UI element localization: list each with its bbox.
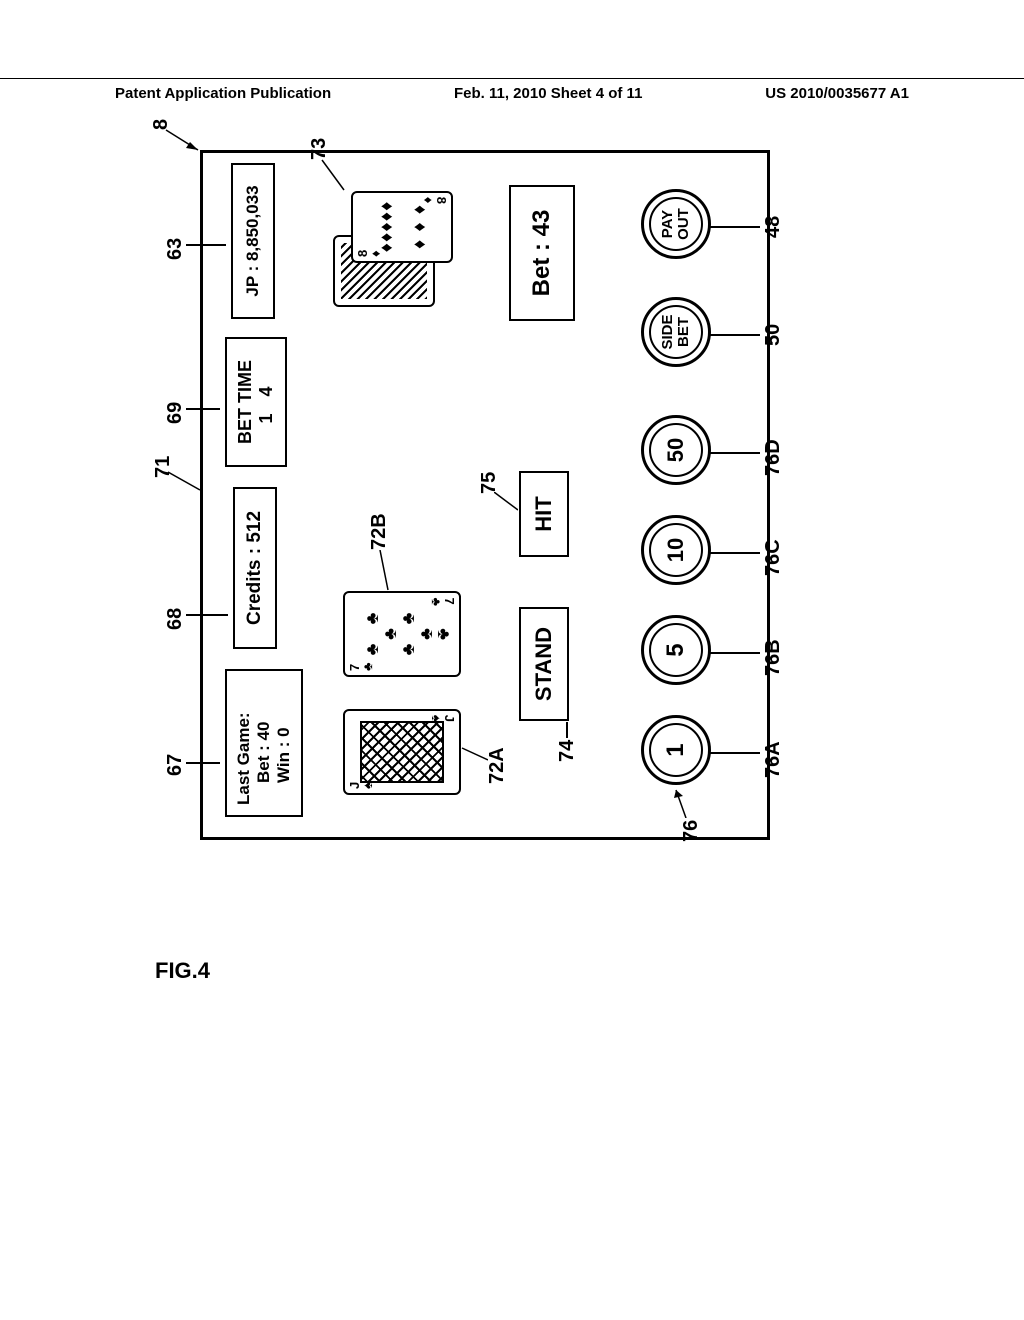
figure-rotated: 8 71 Last Game: Bet : 40 Win : 0 Credits… xyxy=(200,270,890,840)
callout-72b: 72B xyxy=(368,513,391,550)
chip-5-label: 5 xyxy=(662,643,690,656)
callout-76c: 76C xyxy=(762,539,785,576)
face-card-art xyxy=(360,721,444,783)
callout-74: 74 xyxy=(556,740,579,762)
jackpot-box: JP : 8,850,033 xyxy=(231,163,275,319)
callout-72a: 72A xyxy=(486,747,509,784)
lead-76c xyxy=(710,553,760,555)
credits-box: Credits : 512 xyxy=(233,487,277,649)
lead-76b xyxy=(710,653,760,655)
credits-value: Credits : 512 xyxy=(244,511,266,625)
chip-1-button[interactable]: 1 xyxy=(641,715,711,785)
pay-out-button[interactable]: PAYOUT xyxy=(641,189,711,259)
pub-number: US 2010/0035677 A1 xyxy=(765,85,909,108)
pub-date-sheet: Feb. 11, 2010 Sheet 4 of 11 xyxy=(454,85,642,108)
lead-76d xyxy=(710,453,760,455)
game-panel: Last Game: Bet : 40 Win : 0 Credits : 51… xyxy=(200,150,770,840)
player-card-b: 7♣ 7♣ ♣♣♣♣♣♣♣ xyxy=(343,591,461,677)
callout-67: 67 xyxy=(164,754,187,776)
lead-72a xyxy=(460,744,488,762)
lead-75 xyxy=(494,492,518,512)
chip-50-label: 50 xyxy=(663,438,689,462)
bet-time-label: BET TIME xyxy=(235,360,256,444)
chip-50-button[interactable]: 50 xyxy=(641,415,711,485)
callout-76: 76 xyxy=(680,820,703,842)
stand-label: STAND xyxy=(531,627,557,701)
jackpot-value: JP : 8,850,033 xyxy=(243,185,263,296)
bet-time-value: 1 4 xyxy=(256,380,277,423)
last-game-title: Last Game: xyxy=(234,712,254,805)
player-card-a: J♠ J♠ xyxy=(343,709,461,795)
lead-48 xyxy=(710,227,760,229)
pips-8: ♦♦♦♦♦♦♦♦ xyxy=(369,201,435,253)
page-header: Patent Application Publication Feb. 11, … xyxy=(0,78,1024,108)
hit-label: HIT xyxy=(531,496,557,531)
callout-50: 50 xyxy=(762,324,785,346)
hit-button[interactable]: HIT xyxy=(519,471,569,557)
lead-76 xyxy=(674,784,688,818)
dealer-card-up: 8♦ 8♦ ♦♦♦♦♦♦♦♦ xyxy=(351,191,453,263)
side-bet-label: SIDEBET xyxy=(660,315,692,350)
chip-10-label: 10 xyxy=(663,538,689,562)
bet-value: Bet : 43 xyxy=(528,210,556,297)
callout-75: 75 xyxy=(478,472,501,494)
lead-69 xyxy=(186,409,220,411)
callout-76d: 76D xyxy=(762,439,785,476)
lead-72b xyxy=(376,550,390,592)
callout-69: 69 xyxy=(164,402,187,424)
last-game-bet: Bet : 40 xyxy=(254,722,274,805)
chip-1-label: 1 xyxy=(662,743,690,756)
figure-label: FIG.4 xyxy=(155,958,210,984)
lead-68 xyxy=(186,615,228,617)
callout-68: 68 xyxy=(164,608,187,630)
pips-7: ♣♣♣♣♣♣♣ xyxy=(363,603,441,665)
lead-71 xyxy=(168,466,204,492)
lead-76a xyxy=(710,753,760,755)
callout-76a: 76A xyxy=(762,741,785,778)
pub-type: Patent Application Publication xyxy=(115,85,331,108)
last-game-win: Win : 0 xyxy=(274,727,294,805)
callout-63: 63 xyxy=(164,238,187,260)
lead-73 xyxy=(318,158,348,192)
lead-8 xyxy=(164,126,204,154)
callout-76b: 76B xyxy=(762,639,785,676)
side-bet-button[interactable]: SIDEBET xyxy=(641,297,711,367)
pay-out-label: PAYOUT xyxy=(660,208,692,240)
chip-10-button[interactable]: 10 xyxy=(641,515,711,585)
stand-button[interactable]: STAND xyxy=(519,607,569,721)
lead-74 xyxy=(566,722,568,738)
callout-73: 73 xyxy=(308,138,331,160)
chip-5-button[interactable]: 5 xyxy=(641,615,711,685)
bet-time-box: BET TIME 1 4 xyxy=(225,337,287,467)
callout-48: 48 xyxy=(762,216,785,238)
lead-50 xyxy=(710,335,760,337)
bet-box: Bet : 43 xyxy=(509,185,575,321)
lead-63 xyxy=(186,245,226,247)
lead-67 xyxy=(186,763,220,765)
last-game-box: Last Game: Bet : 40 Win : 0 xyxy=(225,669,303,817)
